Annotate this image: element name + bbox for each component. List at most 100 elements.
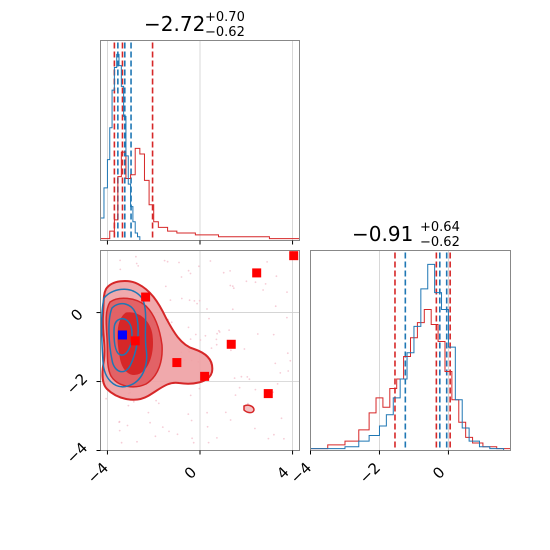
panel-title-value: −0.91 bbox=[352, 222, 413, 246]
scatter-point bbox=[216, 437, 218, 439]
scatter-point bbox=[247, 402, 249, 405]
scatter-point bbox=[283, 437, 285, 440]
scatter-point bbox=[154, 435, 157, 438]
scatter-point bbox=[193, 300, 196, 302]
scatter-point bbox=[248, 378, 251, 381]
scatter-point bbox=[228, 329, 231, 331]
scatter-point bbox=[119, 259, 121, 262]
panel-title-minus: −0.62 bbox=[205, 25, 245, 40]
panel-title-plus: +0.64 bbox=[420, 220, 460, 235]
scatter-point bbox=[286, 291, 288, 293]
scatter-point bbox=[224, 411, 227, 414]
blue-square-marker bbox=[117, 330, 127, 340]
scatter-point bbox=[132, 400, 135, 403]
scatter-point bbox=[289, 359, 292, 362]
scatter-point bbox=[187, 326, 190, 329]
scatter-point bbox=[218, 329, 220, 332]
scatter-point bbox=[194, 333, 197, 336]
scatter-point bbox=[232, 287, 235, 290]
scatter-point bbox=[233, 377, 236, 379]
scatter-point bbox=[240, 375, 243, 378]
bottom-right-histogram-panel: −4 −2 0 −0.91 +0.64 −0.62 bbox=[287, 220, 511, 487]
scatter-point bbox=[118, 429, 121, 432]
scatter-point bbox=[280, 417, 283, 420]
scatter-point bbox=[267, 437, 270, 440]
histogram-steps bbox=[310, 263, 511, 451]
scatter-point bbox=[135, 255, 137, 258]
scatter-point bbox=[196, 302, 199, 305]
scatter-point bbox=[137, 265, 140, 267]
top-left-histogram-panel: −2.72 +0.70 −0.62 bbox=[100, 10, 300, 245]
scatter-point bbox=[147, 411, 150, 414]
histogram-steps bbox=[100, 53, 300, 241]
scatter-point bbox=[274, 305, 277, 308]
scatter-point bbox=[229, 270, 232, 272]
scatter-point bbox=[187, 269, 190, 272]
scatter-point bbox=[198, 265, 200, 268]
scatter-point bbox=[178, 261, 180, 264]
panel-frame bbox=[310, 250, 511, 451]
scatter-point bbox=[272, 333, 275, 336]
x-ticks bbox=[106, 240, 294, 245]
scatter-point bbox=[189, 394, 192, 397]
scatter-point bbox=[157, 402, 160, 405]
scatter-point bbox=[119, 268, 122, 271]
scatter-point bbox=[254, 281, 257, 284]
scatter-point bbox=[229, 419, 232, 421]
scatter-point bbox=[279, 372, 282, 374]
blue-contour-mid bbox=[108, 302, 139, 373]
scatter-point bbox=[234, 394, 237, 396]
scatter-point bbox=[176, 433, 179, 436]
scatter-point bbox=[231, 308, 234, 311]
scatter-point bbox=[126, 424, 129, 427]
panel-title-plus: +0.70 bbox=[205, 10, 245, 25]
scatter-point bbox=[120, 441, 123, 444]
scatter-point bbox=[262, 289, 264, 291]
scatter-point bbox=[198, 299, 201, 302]
scatter-point bbox=[163, 259, 166, 262]
scatter-point bbox=[286, 352, 289, 355]
scatter-point bbox=[118, 421, 121, 423]
scatter-point bbox=[208, 317, 210, 320]
scatter-point bbox=[105, 397, 107, 400]
scatter-point bbox=[189, 272, 192, 275]
red-square-marker bbox=[226, 339, 236, 349]
scatter-point bbox=[192, 441, 195, 444]
scatter-point bbox=[136, 440, 138, 443]
scatter-point bbox=[149, 421, 152, 424]
scatter-point bbox=[166, 260, 169, 263]
scatter-point bbox=[254, 388, 257, 391]
scatter-point bbox=[275, 275, 278, 278]
scatter-point bbox=[206, 425, 209, 428]
scatter-point bbox=[127, 404, 130, 407]
scatter-point bbox=[191, 437, 194, 440]
red-square-marker bbox=[141, 292, 151, 302]
scatter-point bbox=[286, 316, 288, 319]
scatter-point bbox=[245, 280, 248, 283]
scatter-point bbox=[180, 276, 183, 278]
scatter-point bbox=[207, 441, 210, 444]
red-histogram bbox=[100, 147, 300, 241]
scatter-point bbox=[135, 262, 138, 265]
scatter-point bbox=[238, 386, 241, 389]
scatter-point bbox=[169, 299, 172, 301]
red-contours bbox=[101, 280, 255, 414]
scatter-point bbox=[254, 427, 256, 430]
scatter-point bbox=[273, 433, 275, 436]
scatter-point bbox=[209, 260, 212, 262]
scatter-point bbox=[206, 308, 208, 310]
scatter-point bbox=[164, 285, 167, 288]
panel-title-value: −2.72 bbox=[144, 12, 205, 36]
scatter-point bbox=[276, 383, 279, 385]
scatter-point bbox=[210, 347, 213, 349]
panel-title-minus: −0.62 bbox=[420, 235, 460, 250]
scatter-point bbox=[215, 343, 218, 346]
red-square-marker bbox=[289, 251, 299, 261]
red-square-marker bbox=[172, 358, 182, 368]
blue-histogram bbox=[310, 263, 505, 451]
gridlines bbox=[107, 40, 293, 241]
blue-histogram bbox=[100, 53, 143, 241]
scatter-point bbox=[264, 283, 267, 285]
scatter-point bbox=[204, 334, 207, 337]
